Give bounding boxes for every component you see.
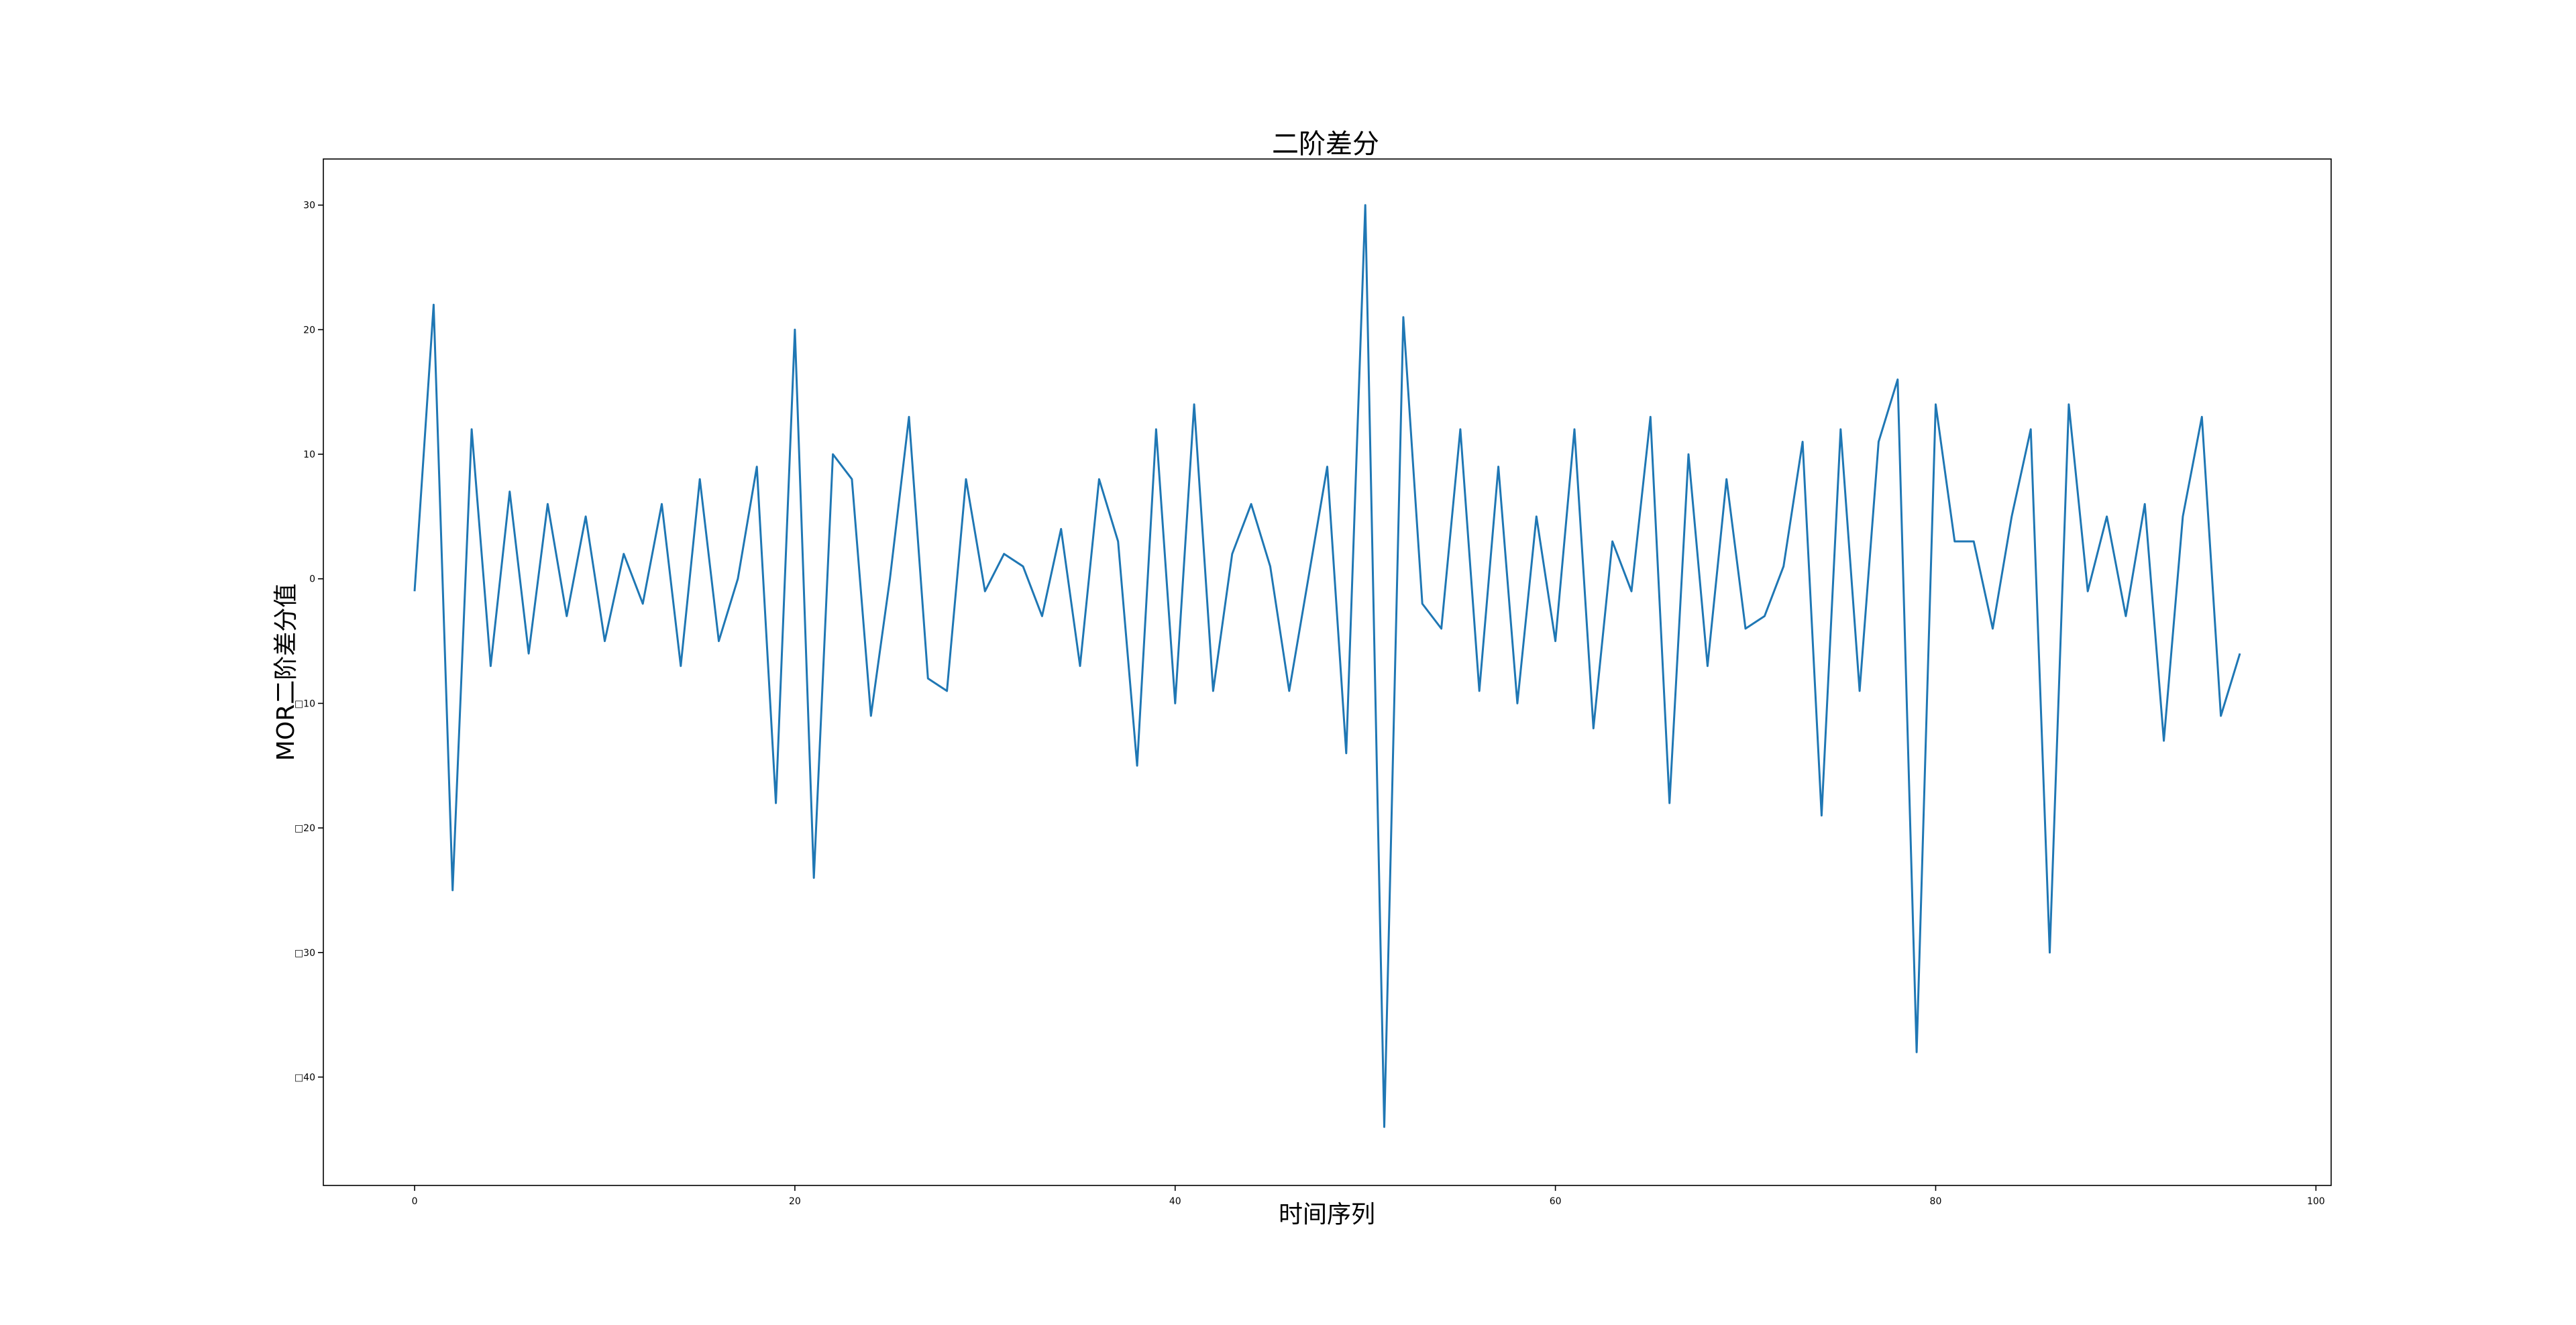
plot-area — [323, 158, 2332, 1186]
y-tick-label: 10 — [303, 449, 315, 460]
y-tick-label: □30 — [294, 948, 315, 959]
x-tick-label: 60 — [1550, 1196, 1562, 1207]
x-tick-label: 20 — [789, 1196, 801, 1207]
x-tick-label: 0 — [412, 1196, 418, 1207]
y-tick-label: 0 — [309, 574, 315, 585]
chart-title: 二阶差分 — [1272, 129, 1379, 160]
y-axis-ticks: 30 20 10 0 □10 □20 □30 □40 — [294, 201, 323, 1083]
y-tick-label: 30 — [303, 201, 315, 211]
x-tick-label: 80 — [1930, 1196, 1942, 1207]
y-tick-label: □40 — [294, 1072, 315, 1083]
series-line — [413, 204, 2241, 1128]
x-tick-label: 40 — [1169, 1196, 1181, 1207]
y-tick-label: □10 — [294, 698, 315, 709]
x-tick-label: 100 — [2307, 1196, 2325, 1207]
x-axis-label: 时间序列 — [1279, 1201, 1375, 1228]
y-axis-label: MOR二阶差分值 — [272, 584, 300, 761]
y-tick-label: 20 — [303, 325, 315, 335]
y-tick-label: □20 — [294, 823, 315, 834]
x-axis-ticks: 0 20 40 60 80 100 — [412, 1185, 2325, 1207]
